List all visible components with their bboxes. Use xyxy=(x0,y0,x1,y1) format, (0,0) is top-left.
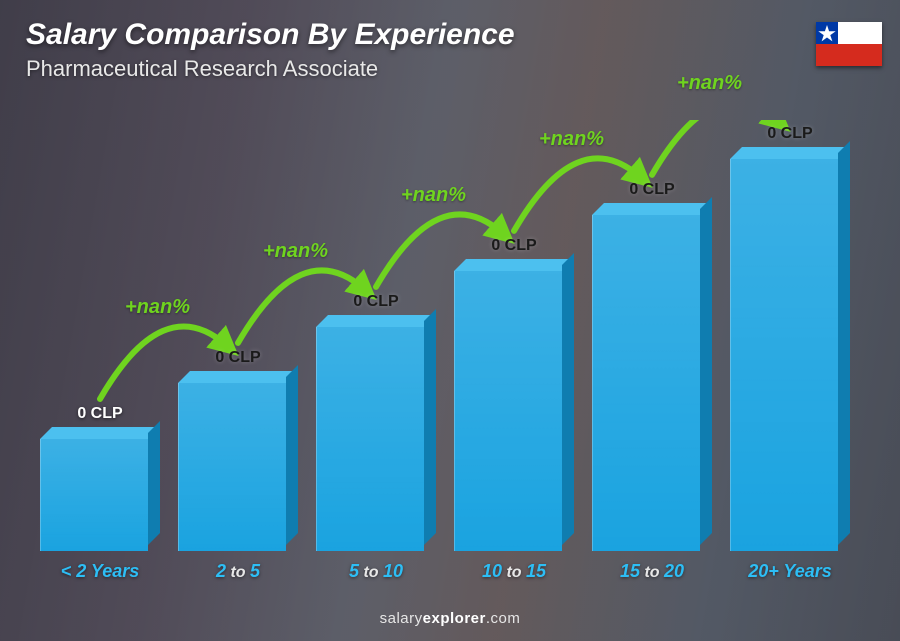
bar-top-face xyxy=(592,203,712,215)
bar-top-face xyxy=(316,315,436,327)
country-flag-icon xyxy=(816,22,882,66)
bar-front-face xyxy=(178,383,286,551)
delta-label: +nan% xyxy=(539,128,604,151)
bar-side-face xyxy=(562,253,574,545)
bar-value-label: 0 CLP xyxy=(629,181,674,199)
bar-top-face xyxy=(730,147,850,159)
bar-side-face xyxy=(286,365,298,545)
bar-front-face xyxy=(730,159,838,551)
delta-label: +nan% xyxy=(401,184,466,207)
bar-value-label: 0 CLP xyxy=(77,405,122,423)
bar-value-label: 0 CLP xyxy=(215,349,260,367)
bar-wrap: 0 CLP20+ Years xyxy=(730,120,850,551)
category-label: 15 to 20 xyxy=(620,561,684,582)
chart-title: Salary Comparison By Experience xyxy=(26,18,515,52)
bar-wrap: 0 CLP15 to 20 xyxy=(592,120,712,551)
bar-top-face xyxy=(178,371,298,383)
delta-label: +nan% xyxy=(125,296,190,319)
bar-side-face xyxy=(148,421,160,545)
bar: 0 CLP xyxy=(316,327,436,551)
bar-value-label: 0 CLP xyxy=(491,237,536,255)
footer-prefix: salary xyxy=(380,610,423,627)
delta-label: +nan% xyxy=(677,72,742,95)
bar-wrap: 0 CLP10 to 15 xyxy=(454,120,574,551)
category-label: 5 to 10 xyxy=(349,561,403,582)
footer-bold: explorer xyxy=(423,610,486,627)
bar-wrap: 0 CLP2 to 5 xyxy=(178,120,298,551)
bar-side-face xyxy=(424,309,436,545)
category-label: < 2 Years xyxy=(61,561,140,582)
footer-brand: salaryexplorer.com xyxy=(0,610,900,627)
bar-chart: 0 CLP< 2 Years0 CLP2 to 50 CLP5 to 100 C… xyxy=(40,120,850,551)
bar: 0 CLP xyxy=(730,159,850,551)
bar-front-face xyxy=(316,327,424,551)
bar-side-face xyxy=(838,141,850,545)
category-label: 2 to 5 xyxy=(216,561,260,582)
category-label: 10 to 15 xyxy=(482,561,546,582)
bar-front-face xyxy=(40,439,148,551)
chart-subtitle: Pharmaceutical Research Associate xyxy=(26,56,378,82)
chart-stage: Salary Comparison By Experience Pharmace… xyxy=(0,0,900,641)
bar: 0 CLP xyxy=(454,271,574,551)
bar-front-face xyxy=(592,215,700,551)
bar-value-label: 0 CLP xyxy=(353,293,398,311)
bar-top-face xyxy=(40,427,160,439)
bar: 0 CLP xyxy=(178,383,298,551)
category-label: 20+ Years xyxy=(748,561,832,582)
bar: 0 CLP xyxy=(592,215,712,551)
bar-wrap: 0 CLP< 2 Years xyxy=(40,120,160,551)
delta-label: +nan% xyxy=(263,240,328,263)
bar-value-label: 0 CLP xyxy=(767,125,812,143)
bar-side-face xyxy=(700,197,712,545)
bar-front-face xyxy=(454,271,562,551)
footer-suffix: .com xyxy=(486,610,521,627)
bar-top-face xyxy=(454,259,574,271)
bar: 0 CLP xyxy=(40,439,160,551)
